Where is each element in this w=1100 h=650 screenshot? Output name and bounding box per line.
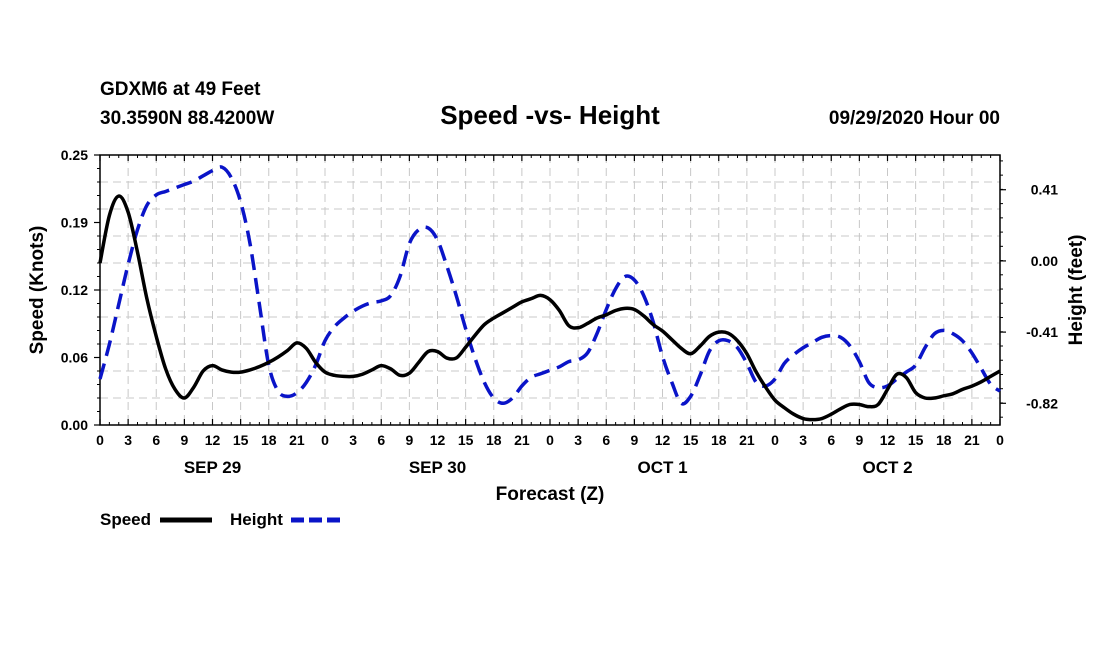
x-tick-label: 18 xyxy=(486,432,502,448)
y-tick-label: 0.19 xyxy=(61,215,88,231)
x-tick-label: 12 xyxy=(880,432,896,448)
x-tick-label: 9 xyxy=(405,432,413,448)
x-tick-label: 3 xyxy=(799,432,807,448)
y2-tick-label: -0.82 xyxy=(1026,395,1058,411)
x-tick-label: 18 xyxy=(936,432,952,448)
y-left-tick-labels: 0.00 0.06 0.12 0.19 0.25 xyxy=(61,147,88,433)
x-tick-label: 6 xyxy=(377,432,385,448)
x-tick-label: 21 xyxy=(514,432,530,448)
x-tick-label: 9 xyxy=(855,432,863,448)
y-tick-label: 0.00 xyxy=(61,417,88,433)
x-tick-label: 15 xyxy=(908,432,924,448)
coordinates-label: 30.3590N 88.4200W xyxy=(100,108,274,129)
x-tick-label: 12 xyxy=(430,432,446,448)
x-tick-label: 3 xyxy=(124,432,132,448)
x-tick-label: 6 xyxy=(827,432,835,448)
x-tick-label: 6 xyxy=(152,432,160,448)
x-tick-label: 21 xyxy=(964,432,980,448)
x-tick-label: 6 xyxy=(602,432,610,448)
y-tick-label: 0.12 xyxy=(61,282,88,298)
gridlines xyxy=(100,155,1000,425)
x-tick-label: 0 xyxy=(771,432,779,448)
date-label: OCT 2 xyxy=(862,458,912,477)
date-label: OCT 1 xyxy=(637,458,687,477)
y2-tick-label: -0.41 xyxy=(1026,324,1058,340)
chart-title: Speed -vs- Height xyxy=(440,100,660,130)
x-tick-label: 9 xyxy=(630,432,638,448)
height-series-line xyxy=(98,165,1002,406)
station-label: GDXM6 at 49 Feet xyxy=(100,79,261,100)
y2-axis-title: Height (feet) xyxy=(1066,235,1087,346)
legend: Speed Height xyxy=(100,510,341,529)
y-tick-label: 0.25 xyxy=(61,147,88,163)
x-tick-label: 21 xyxy=(289,432,305,448)
x-tick-label: 15 xyxy=(458,432,474,448)
x-tick-label: 9 xyxy=(180,432,188,448)
x-tick-label: 18 xyxy=(711,432,727,448)
x-tick-label: 15 xyxy=(233,432,249,448)
x-tick-label: 3 xyxy=(574,432,582,448)
x-tick-label: 12 xyxy=(655,432,671,448)
forecast-datetime: 09/29/2020 Hour 00 xyxy=(829,108,1000,129)
legend-height-label: Height xyxy=(230,510,283,529)
x-tick-label: 0 xyxy=(996,432,1004,448)
date-label: SEP 30 xyxy=(409,458,466,477)
x-tick-label: 0 xyxy=(546,432,554,448)
x-tick-label: 21 xyxy=(739,432,755,448)
y-axis-title: Speed (Knots) xyxy=(27,226,48,355)
y-tick-label: 0.06 xyxy=(61,350,88,366)
date-labels: SEP 29 SEP 30 OCT 1 OCT 2 xyxy=(184,458,913,477)
x-tick-label: 15 xyxy=(683,432,699,448)
x-tick-label: 12 xyxy=(205,432,221,448)
legend-speed-label: Speed xyxy=(100,510,151,529)
tick-marks xyxy=(94,154,1006,426)
y2-tick-label: 0.00 xyxy=(1031,253,1058,269)
speed-series-line xyxy=(98,194,1001,422)
x-tick-label: 18 xyxy=(261,432,277,448)
y2-tick-label: 0.41 xyxy=(1031,182,1058,198)
x-tick-label: 0 xyxy=(321,432,329,448)
date-label: SEP 29 xyxy=(184,458,241,477)
x-tick-label: 3 xyxy=(349,432,357,448)
x-axis-title: Forecast (Z) xyxy=(496,484,605,505)
x-tick-labels: 0 3 6 9 12 15 18 21 0 3 6 9 12 15 18 21 0 3 6 9 12 15 18 21 0 3 6 9… xyxy=(96,432,1004,448)
y-right-tick-labels: -0.82 -0.41 0.00 0.41 xyxy=(1026,182,1058,412)
x-tick-label: 0 xyxy=(96,432,104,448)
